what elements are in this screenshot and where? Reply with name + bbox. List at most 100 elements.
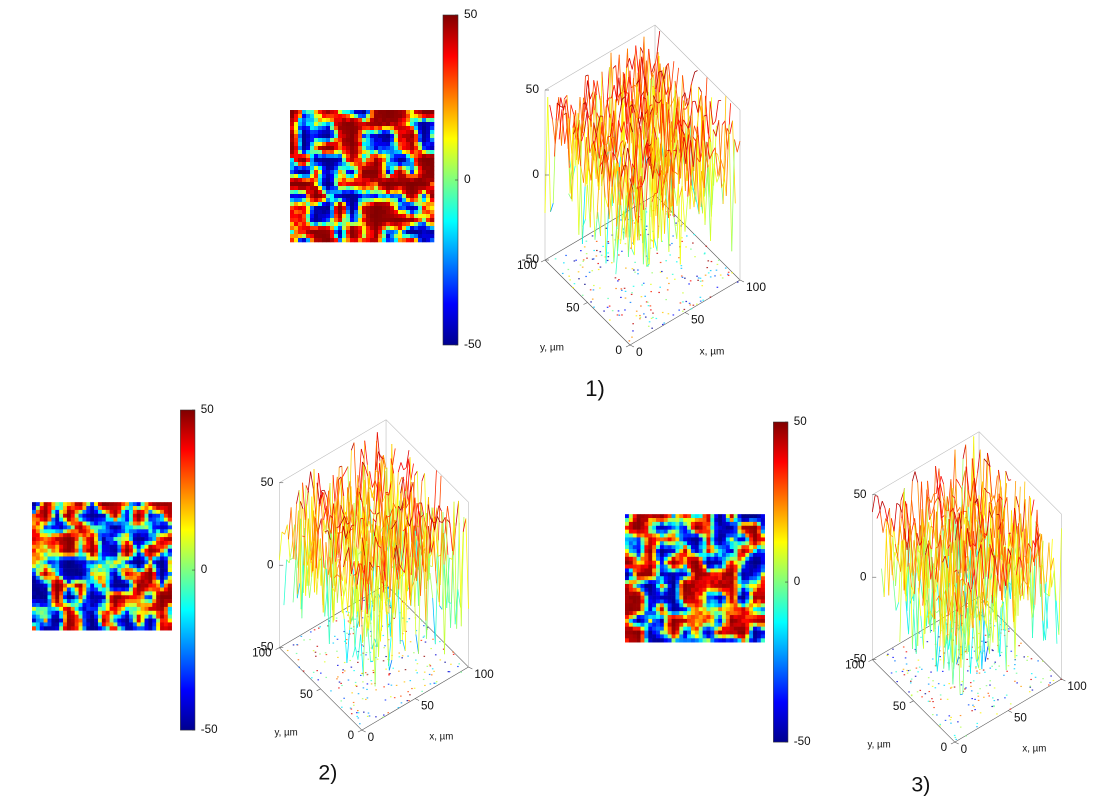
heatmap-cell	[386, 198, 391, 203]
heatmap-cell	[136, 571, 141, 577]
speckle	[350, 666, 353, 668]
surface-line	[656, 112, 661, 134]
speckle	[340, 682, 342, 684]
heatmap-cell	[63, 603, 68, 608]
heatmap-cell	[298, 198, 303, 203]
heatmap-cell	[51, 606, 56, 612]
heatmap-cell	[74, 509, 79, 515]
surface-line	[630, 183, 634, 246]
heatmap-cell	[66, 591, 72, 596]
heatmap-cell	[362, 154, 367, 159]
heatmap-cell	[366, 182, 371, 187]
heatmap-cell	[97, 614, 103, 619]
heatmap-cell	[687, 529, 692, 534]
surface-line	[663, 64, 668, 79]
heatmap-cell	[82, 614, 87, 619]
heatmap-cell	[322, 202, 327, 207]
speckle	[401, 601, 404, 603]
heatmap-cell	[414, 122, 419, 127]
surface-line	[357, 551, 362, 555]
heatmap-cell	[374, 238, 379, 243]
heatmap-cell	[113, 502, 118, 507]
heatmap-cell	[43, 506, 48, 511]
heatmap-cell	[113, 606, 118, 612]
speckle	[439, 659, 442, 661]
surface-line	[677, 99, 681, 147]
heatmap-cell	[140, 513, 145, 518]
heatmap-cell	[737, 514, 742, 519]
heatmap-cell	[659, 533, 665, 538]
speckle	[600, 254, 603, 256]
speckle	[731, 272, 733, 274]
heatmap-cell	[35, 560, 41, 565]
heatmap-cell	[55, 618, 60, 623]
heatmap-cell	[63, 548, 68, 553]
heatmap-cell	[144, 587, 149, 592]
heatmap-cell	[370, 138, 375, 143]
heatmap-cell	[298, 158, 303, 163]
surface-line	[665, 109, 669, 162]
heatmap-cell	[86, 579, 91, 584]
heatmap-cell	[350, 162, 355, 167]
surface-line	[343, 618, 348, 663]
speckle	[632, 285, 635, 287]
heatmap-cell	[314, 150, 319, 155]
surface-line	[428, 517, 433, 554]
heatmap-cell	[745, 545, 750, 550]
heatmap-cell	[733, 521, 738, 527]
heatmap-cell	[687, 518, 692, 523]
heatmap-cell	[94, 583, 99, 588]
heatmap-cell	[346, 194, 351, 199]
speckle	[645, 225, 648, 227]
heatmap-cell	[370, 222, 375, 227]
heatmap-cell	[47, 560, 52, 565]
surface-line	[584, 80, 588, 112]
heatmap-cell	[733, 525, 738, 530]
heatmap-cell	[390, 154, 395, 159]
heatmap-cell	[370, 150, 375, 155]
heatmap-cell	[55, 622, 60, 627]
heatmap-cell	[422, 166, 427, 171]
heatmap-cell	[378, 134, 383, 139]
speckle	[406, 621, 408, 623]
heatmap-cell	[32, 544, 37, 550]
heatmap-cell	[318, 118, 323, 123]
heatmap-cell	[167, 509, 172, 515]
heatmap-cell	[745, 541, 750, 546]
heatmap-cell	[94, 568, 99, 573]
speckle	[639, 316, 642, 318]
heatmap-cell	[113, 521, 118, 526]
surface-line	[623, 73, 628, 124]
heatmap-cell	[63, 622, 68, 627]
heatmap-cell	[117, 513, 122, 518]
heatmap-cell	[156, 533, 161, 538]
x-tick	[361, 729, 366, 733]
surface-line	[331, 513, 336, 565]
heatmap-cell	[318, 130, 323, 135]
heatmap-cell	[117, 591, 122, 596]
heatmap-cell	[675, 560, 680, 565]
heatmap-cell	[714, 533, 719, 538]
heatmap-cell	[318, 230, 323, 235]
heatmap-cell	[698, 533, 703, 538]
heatmap-cell	[390, 178, 395, 183]
surface-line	[613, 226, 618, 263]
heatmap-cell	[694, 564, 700, 569]
heatmap-cell	[402, 126, 407, 131]
surface-line	[640, 176, 645, 211]
heatmap-cell	[663, 533, 668, 538]
heatmap-cell	[109, 595, 114, 600]
surface-line	[383, 455, 387, 470]
heatmap-cell	[390, 202, 395, 207]
heatmap-cell	[652, 521, 657, 527]
heatmap-cell	[63, 521, 68, 526]
y-axis-label: y, µm	[540, 343, 564, 354]
heatmap-cell	[70, 591, 75, 596]
surface-line	[398, 477, 403, 485]
heatmap-cell	[362, 198, 367, 203]
heatmap-cell	[39, 610, 44, 615]
heatmap-cell	[366, 114, 371, 119]
speckle	[607, 252, 609, 254]
surface-line	[395, 506, 399, 535]
surface-line	[344, 466, 349, 473]
